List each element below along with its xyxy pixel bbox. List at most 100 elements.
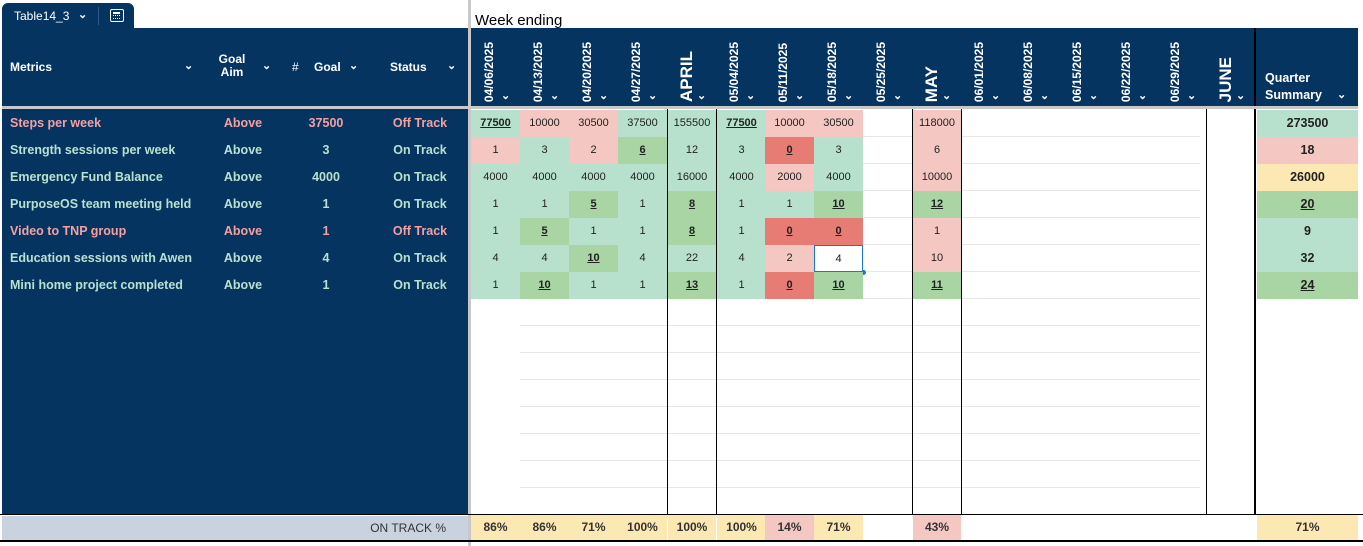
grid-cell[interactable]: 6 [913,137,961,164]
column-header[interactable]: 04/27/2025 ⌄ [618,30,667,106]
metric-row[interactable]: Steps per week Above 37500 Off Track [2,110,468,137]
grid-cell[interactable]: 1 [765,191,814,218]
column-header[interactable]: 06/08/2025 ⌄ [1010,30,1059,106]
grid-cell[interactable]: 8 [668,191,716,218]
grid-cell[interactable]: 3 [717,137,766,164]
grid-cell[interactable]: 3 [520,137,569,164]
grid-cell[interactable]: 1 [471,218,520,245]
chevron-down-icon[interactable]: ⌄ [78,9,88,21]
grid-cell[interactable]: 1 [618,272,667,299]
chevron-down-icon[interactable]: ⌄ [697,90,707,102]
chevron-down-icon[interactable]: ⌄ [349,60,359,72]
grid-cell[interactable]: 2 [765,245,814,272]
grid-cell[interactable]: 4000 [814,164,863,191]
column-header[interactable]: 05/25/2025 ⌄ [863,30,912,106]
grid-cell[interactable]: 22 [668,245,716,272]
grid-cell[interactable] [863,137,912,164]
chevron-down-icon[interactable]: ⌄ [795,90,805,102]
grid-cell[interactable]: 10000 [913,164,961,191]
quarter-header[interactable] [1256,28,1358,106]
chevron-down-icon[interactable]: ⌄ [599,90,609,102]
quarter-cell[interactable]: 273500 [1257,110,1358,137]
grid-cell[interactable] [863,272,912,299]
grid-cell[interactable]: 1 [717,218,766,245]
grid-cell[interactable]: 4000 [618,164,667,191]
grid-cell[interactable]: 10 [814,272,863,299]
grid-cell[interactable]: 2000 [765,164,814,191]
column-header[interactable]: 06/15/2025 ⌄ [1059,30,1108,106]
chevron-down-icon[interactable]: ⌄ [746,90,756,102]
metric-row[interactable]: Mini home project completed Above 1 On Trac… [2,272,468,299]
column-header[interactable]: 05/11/2025 ⌄ [765,30,814,106]
chevron-down-icon[interactable]: ⌄ [184,60,194,72]
chevron-down-icon[interactable]: ⌄ [942,90,952,102]
grid-cell[interactable]: 10000 [520,110,569,137]
grid-cell[interactable]: 37500 [618,110,667,137]
grid-cell[interactable]: 30500 [814,110,863,137]
grid-cell[interactable]: 3 [814,137,863,164]
grid-cell[interactable] [863,191,912,218]
grid-cell[interactable]: 4000 [569,164,618,191]
grid-cell[interactable]: 1 [717,191,766,218]
quarter-cell[interactable]: 9 [1257,218,1358,245]
grid-cell[interactable] [863,245,912,272]
metric-row[interactable]: Education sessions with Awen Above 4 On Tra… [2,245,468,272]
chevron-down-icon[interactable]: ⌄ [991,90,1001,102]
table-calculator-icon[interactable] [110,9,124,22]
grid-cell[interactable]: 6 [618,137,667,164]
quarter-cell[interactable]: 26000 [1257,164,1358,191]
grid-cell[interactable]: 1 [569,272,618,299]
chevron-down-icon[interactable]: ⌄ [501,90,511,102]
column-header[interactable]: 05/04/2025 ⌄ [716,30,765,106]
column-header[interactable]: 04/06/2025 ⌄ [471,30,520,106]
grid-cell[interactable]: 4 [814,245,863,272]
column-header[interactable]: 06/01/2025 ⌄ [961,30,1010,106]
column-header[interactable]: 06/22/2025 ⌄ [1108,30,1157,106]
grid-cell[interactable]: 4 [717,245,766,272]
grid-cell[interactable]: 13 [668,272,716,299]
grid-cell[interactable]: 1 [618,218,667,245]
goal-header[interactable]: Goal [314,60,341,74]
chevron-down-icon[interactable]: ⌄ [1236,90,1246,102]
grid-cell[interactable]: 10 [569,245,618,272]
status-header[interactable]: Status [390,60,427,74]
chevron-down-icon[interactable]: ⌄ [893,90,903,102]
metric-row[interactable]: PurposeOS team meeting held Above 1 On Trac… [2,191,468,218]
chevron-down-icon[interactable]: ⌄ [262,60,272,72]
chevron-down-icon[interactable]: ⌄ [550,90,560,102]
grid-cell[interactable]: 1 [471,191,520,218]
grid-cell[interactable]: 4 [618,245,667,272]
grid-cell[interactable]: 30500 [569,110,618,137]
column-header[interactable]: 04/20/2025 ⌄ [569,30,618,106]
column-header[interactable]: 04/13/2025 ⌄ [520,30,569,106]
grid-cell[interactable]: 2 [569,137,618,164]
grid-cell[interactable]: 1 [520,191,569,218]
column-header[interactable]: JUNE ⌄ [1206,30,1255,106]
chevron-down-icon[interactable]: ⌄ [1089,90,1099,102]
grid-cell[interactable] [863,110,912,137]
grid-cell[interactable]: 4 [471,245,520,272]
grid-cell[interactable]: 155500 [668,110,716,137]
grid-cell[interactable]: 1 [569,218,618,245]
grid-cell[interactable]: 4 [520,245,569,272]
grid-cell[interactable]: 4000 [520,164,569,191]
grid-cell[interactable]: 10 [520,272,569,299]
grid-cell[interactable]: 5 [520,218,569,245]
grid-cell[interactable]: 11 [913,272,961,299]
grid-cell[interactable]: 5 [569,191,618,218]
grid-cell[interactable]: 1 [471,137,520,164]
chevron-down-icon[interactable]: ⌄ [447,60,457,72]
grid-cell[interactable] [863,218,912,245]
grid-cell[interactable]: 10000 [765,110,814,137]
grid-cell[interactable]: 4000 [717,164,766,191]
grid-cell[interactable]: 0 [765,137,814,164]
metric-row[interactable]: Strength sessions per week Above 3 On Track [2,137,468,164]
grid-cell[interactable]: 118000 [913,110,961,137]
metric-row[interactable]: Emergency Fund Balance Above 4000 On Track [2,164,468,191]
grid-cell[interactable]: 0 [814,218,863,245]
quarter-cell[interactable]: 24 [1257,272,1358,299]
column-header[interactable]: 06/29/2025 ⌄ [1157,30,1206,106]
column-header[interactable]: 05/18/2025 ⌄ [814,30,863,106]
grid-cell[interactable]: 4000 [471,164,520,191]
grid-cell[interactable]: 8 [668,218,716,245]
